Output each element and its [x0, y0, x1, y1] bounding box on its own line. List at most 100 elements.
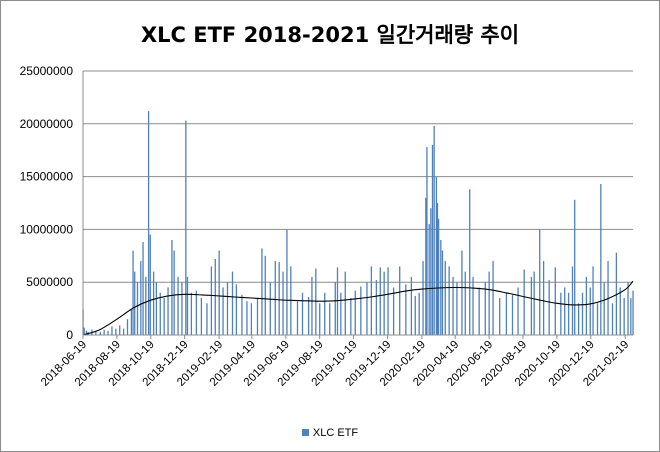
bar: [585, 276, 588, 335]
bar: [256, 298, 259, 335]
y-tick-label: 25000000: [20, 64, 74, 78]
bar: [200, 298, 203, 335]
bar: [149, 234, 151, 335]
bar: [623, 298, 625, 335]
bar: [190, 292, 193, 335]
bar: [111, 326, 113, 335]
bar: [405, 284, 407, 335]
bar: [488, 271, 490, 335]
bar: [428, 224, 430, 335]
bar: [334, 282, 336, 335]
bar: [484, 282, 486, 335]
bar: [596, 303, 599, 335]
bar: [350, 298, 352, 335]
bar: [461, 250, 463, 335]
bar: [163, 298, 165, 335]
trendline: [82, 280, 634, 336]
bar: [392, 287, 395, 335]
bar: [319, 303, 321, 335]
bar: [410, 276, 413, 335]
bar: [430, 208, 432, 335]
y-tick-label: 0: [66, 328, 73, 342]
bar: [241, 294, 243, 335]
bar: [173, 250, 175, 335]
bar: [136, 282, 139, 335]
y-tick-label: 15000000: [20, 170, 74, 184]
bar: [399, 266, 401, 335]
bar: [548, 280, 550, 335]
chart-title: XLC ETF 2018-2021 일간거래량 추이: [140, 23, 520, 47]
bar: [269, 282, 271, 335]
bar: [250, 303, 253, 335]
bar: [115, 328, 117, 335]
bar: [603, 282, 605, 335]
bar: [286, 229, 288, 335]
bar: [574, 199, 576, 335]
bar: [159, 292, 161, 335]
bar: [539, 229, 541, 335]
bar: [437, 218, 440, 335]
bar: [186, 276, 189, 335]
bar: [155, 282, 158, 335]
bar: [370, 266, 373, 335]
bar: [478, 287, 480, 335]
bar: [444, 261, 446, 335]
bar: [383, 271, 385, 335]
bar: [134, 271, 136, 335]
bar: [630, 298, 632, 335]
bar: [231, 271, 234, 335]
bar: [448, 266, 450, 335]
bar: [152, 271, 155, 335]
bar: [195, 290, 198, 335]
bar: [452, 276, 454, 335]
bar: [130, 308, 133, 335]
bar: [145, 276, 147, 335]
bar: [436, 203, 439, 335]
bar: [600, 183, 602, 335]
bar: [340, 292, 342, 335]
bar: [523, 269, 525, 335]
bar: [181, 282, 183, 335]
legend-swatch: [301, 429, 309, 436]
bar: [492, 261, 494, 335]
bar: [611, 303, 614, 335]
bar: [564, 287, 566, 335]
bar: [619, 287, 621, 335]
bar: [592, 266, 594, 335]
bar: [533, 271, 535, 335]
bar: [589, 287, 591, 335]
bar: [426, 147, 428, 335]
bar: [577, 303, 580, 335]
bar: [431, 144, 434, 335]
bar: [167, 287, 169, 335]
bar: [542, 261, 545, 335]
bar: [554, 267, 556, 335]
bar: [517, 287, 519, 335]
bar: [324, 292, 326, 335]
bar: [560, 292, 562, 335]
bar: [472, 276, 474, 335]
bar: [456, 282, 458, 335]
bar: [132, 250, 134, 335]
bar: [296, 301, 299, 335]
bar: [226, 282, 229, 335]
bar: [218, 250, 220, 335]
bar: [103, 329, 105, 335]
bar: [344, 271, 346, 335]
bar: [107, 330, 109, 335]
bar: [246, 301, 248, 335]
bar: [425, 197, 427, 335]
bar: [375, 280, 378, 335]
bar: [435, 176, 438, 335]
bar: [140, 261, 142, 335]
bar: [387, 267, 389, 335]
bar: [354, 290, 356, 335]
bar: [282, 271, 284, 335]
bar: [511, 294, 514, 335]
bar: [469, 189, 471, 335]
bar: [274, 261, 276, 335]
bar: [99, 331, 101, 335]
bar: [379, 267, 381, 335]
bar: [422, 261, 424, 335]
